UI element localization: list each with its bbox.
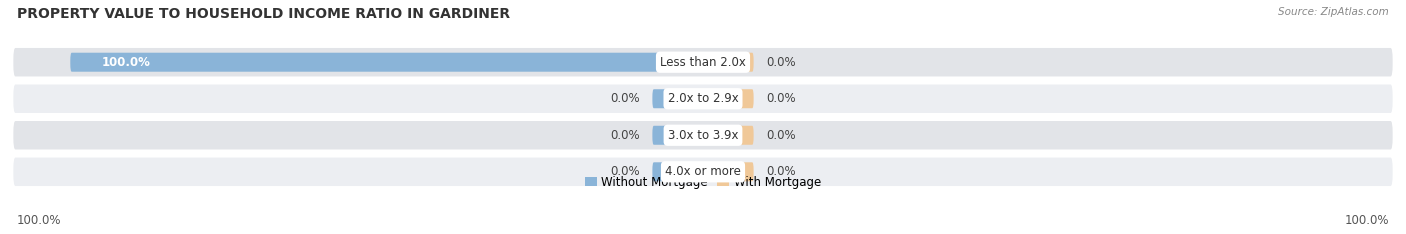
Text: Source: ZipAtlas.com: Source: ZipAtlas.com xyxy=(1278,7,1389,17)
Text: 100.0%: 100.0% xyxy=(17,214,62,227)
Text: 100.0%: 100.0% xyxy=(103,56,150,69)
Legend: Without Mortgage, With Mortgage: Without Mortgage, With Mortgage xyxy=(581,171,825,194)
Text: 100.0%: 100.0% xyxy=(1344,214,1389,227)
Text: 2.0x to 2.9x: 2.0x to 2.9x xyxy=(668,92,738,105)
FancyBboxPatch shape xyxy=(13,157,1392,186)
Text: 0.0%: 0.0% xyxy=(610,129,640,142)
FancyBboxPatch shape xyxy=(13,84,1392,113)
FancyBboxPatch shape xyxy=(703,162,754,181)
FancyBboxPatch shape xyxy=(652,89,703,108)
FancyBboxPatch shape xyxy=(703,89,754,108)
Text: 0.0%: 0.0% xyxy=(610,165,640,178)
Text: 0.0%: 0.0% xyxy=(766,56,796,69)
FancyBboxPatch shape xyxy=(70,53,703,72)
Text: Less than 2.0x: Less than 2.0x xyxy=(659,56,747,69)
FancyBboxPatch shape xyxy=(13,48,1392,77)
FancyBboxPatch shape xyxy=(652,126,703,145)
Text: PROPERTY VALUE TO HOUSEHOLD INCOME RATIO IN GARDINER: PROPERTY VALUE TO HOUSEHOLD INCOME RATIO… xyxy=(17,7,510,21)
FancyBboxPatch shape xyxy=(13,121,1392,150)
Text: 0.0%: 0.0% xyxy=(610,92,640,105)
Text: 0.0%: 0.0% xyxy=(766,92,796,105)
Text: 4.0x or more: 4.0x or more xyxy=(665,165,741,178)
Text: 3.0x to 3.9x: 3.0x to 3.9x xyxy=(668,129,738,142)
Text: 0.0%: 0.0% xyxy=(766,165,796,178)
FancyBboxPatch shape xyxy=(703,53,754,72)
Text: 0.0%: 0.0% xyxy=(766,129,796,142)
FancyBboxPatch shape xyxy=(703,126,754,145)
FancyBboxPatch shape xyxy=(652,162,703,181)
